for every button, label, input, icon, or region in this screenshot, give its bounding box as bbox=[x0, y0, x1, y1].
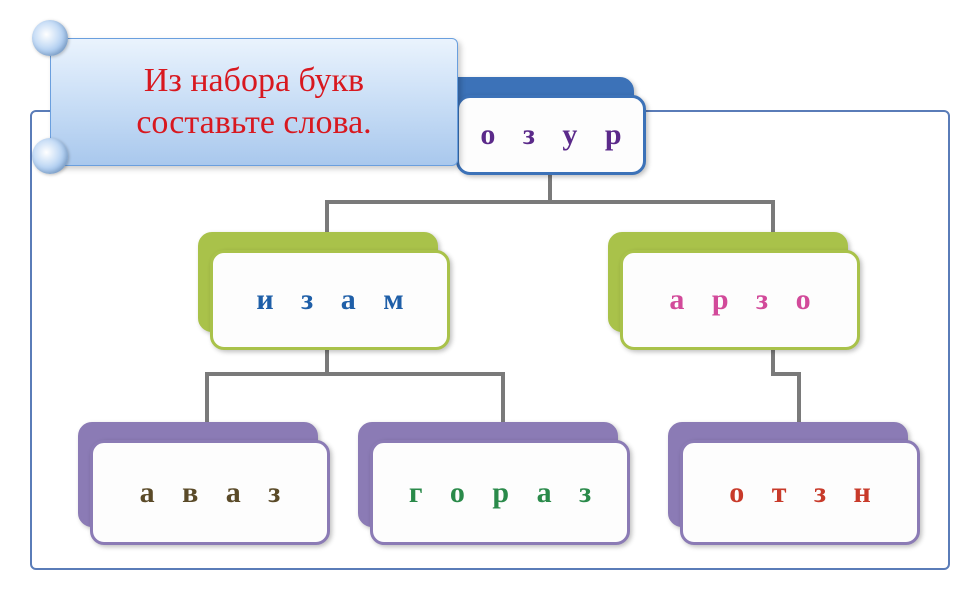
instruction-scroll: Из набора букв составьте слова. bbox=[28, 18, 458, 168]
connector bbox=[325, 200, 775, 204]
connector bbox=[205, 372, 209, 424]
node-right: а р з о bbox=[620, 250, 860, 350]
node-rr: о т з н bbox=[680, 440, 920, 545]
instruction-line1: Из набора букв bbox=[144, 60, 364, 103]
scroll-body: Из набора букв составьте слова. bbox=[50, 38, 458, 166]
node-label: г о р а з bbox=[370, 440, 630, 545]
connector bbox=[325, 200, 329, 235]
node-ll: а в а з bbox=[90, 440, 330, 545]
node-lr: г о р а з bbox=[370, 440, 630, 545]
node-label: о т з н bbox=[680, 440, 920, 545]
node-label: и з а м bbox=[210, 250, 450, 350]
instruction-line2: составьте слова. bbox=[136, 102, 371, 145]
node-label: а р з о bbox=[620, 250, 860, 350]
scroll-curl-top bbox=[32, 20, 68, 56]
node-label: а в а з bbox=[90, 440, 330, 545]
connector bbox=[797, 372, 801, 424]
connector bbox=[205, 372, 505, 376]
connector bbox=[771, 200, 775, 235]
connector bbox=[548, 175, 552, 203]
node-left: и з а м bbox=[210, 250, 450, 350]
node-root: о з у р bbox=[456, 95, 646, 175]
node-label: о з у р bbox=[456, 95, 646, 175]
scroll-curl-bottom bbox=[32, 138, 68, 174]
connector bbox=[501, 372, 505, 424]
